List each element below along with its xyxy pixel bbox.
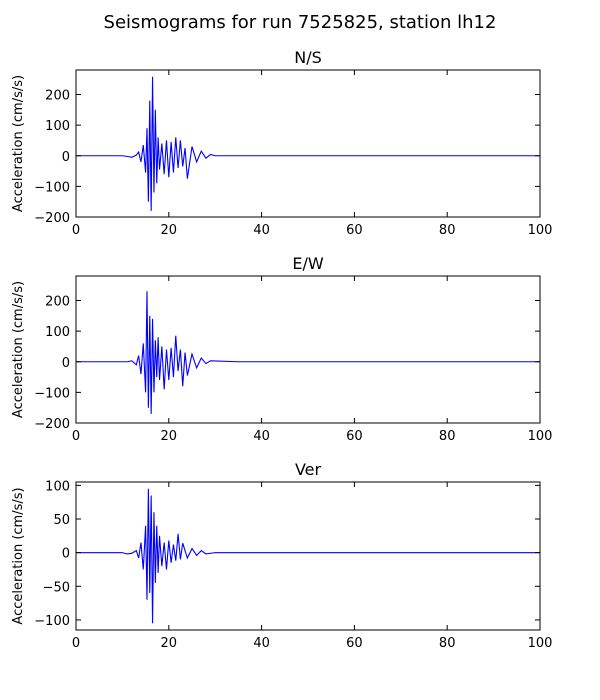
figure-title: Seismograms for run 7525825, station lh1… [104,12,497,33]
xtick-label-ns: 20 [161,223,178,238]
panel-title-ver: Ver [295,460,322,479]
ytick-label-ns: −100 [34,180,70,195]
ytick-label-ver: 0 [62,547,70,562]
plot-frame-ver [75,481,541,631]
xtick-label-ew: 20 [161,429,178,444]
panel-title-ew: E/W [292,254,324,273]
panel-title-ns: N/S [294,48,322,67]
ytick-label-ns: 0 [62,150,70,165]
xtick-label-ns: 0 [72,223,80,238]
xtick-label-ver: 100 [528,636,553,651]
ylabel-ew: Acceleration (cm/s/s) [11,281,26,418]
ytick-label-ns: −200 [34,211,70,226]
xtick-label-ns: 60 [346,223,363,238]
ytick-label-ew: 100 [45,325,70,340]
panel-ns: N/S Acceleration (cm/s/s) 0 20 40 60 80 100 −200… [11,48,552,238]
xtick-label-ver: 0 [72,636,80,651]
series-line-ver [76,488,540,624]
ytick-label-ns: 200 [45,89,70,104]
panels-group: N/S Acceleration (cm/s/s) 0 20 40 60 80 100 −200… [11,48,552,651]
xtick-label-ver: 60 [346,636,363,651]
series-line-ew [76,291,540,414]
ytick-label-ns: 100 [45,119,70,134]
ylabel-ns: Acceleration (cm/s/s) [11,75,26,212]
xtick-label-ew: 80 [439,429,456,444]
panel-ew: E/W Acceleration (cm/s/s) 0 20 40 60 80 100 −200… [11,254,552,444]
series-line-ns [76,76,540,211]
xtick-label-ew: 0 [72,429,80,444]
xtick-label-ew: 100 [528,429,553,444]
xtick-label-ns: 40 [253,223,270,238]
xtick-label-ew: 40 [253,429,270,444]
xtick-label-ver: 40 [253,636,270,651]
ytick-label-ver: 50 [53,513,70,528]
xtick-label-ns: 100 [528,223,553,238]
ytick-label-ver: −50 [43,580,70,595]
ytick-label-ew: −200 [34,417,70,432]
xtick-label-ew: 60 [346,429,363,444]
ytick-label-ver: −100 [34,614,70,629]
plot-frame-ns [75,69,541,218]
xtick-label-ver: 80 [439,636,456,651]
ytick-label-ew: 0 [62,356,70,371]
ytick-label-ver: 100 [45,479,70,494]
ytick-label-ew: 200 [45,295,70,310]
xtick-label-ver: 20 [161,636,178,651]
plot-frame-ew [75,275,541,424]
ylabel-ver: Acceleration (cm/s/s) [11,487,26,624]
panel-ver: Ver Acceleration (cm/s/s) 0 20 40 60 80 100 −100… [11,460,552,651]
ytick-label-ew: −100 [34,386,70,401]
xtick-label-ns: 80 [439,223,456,238]
